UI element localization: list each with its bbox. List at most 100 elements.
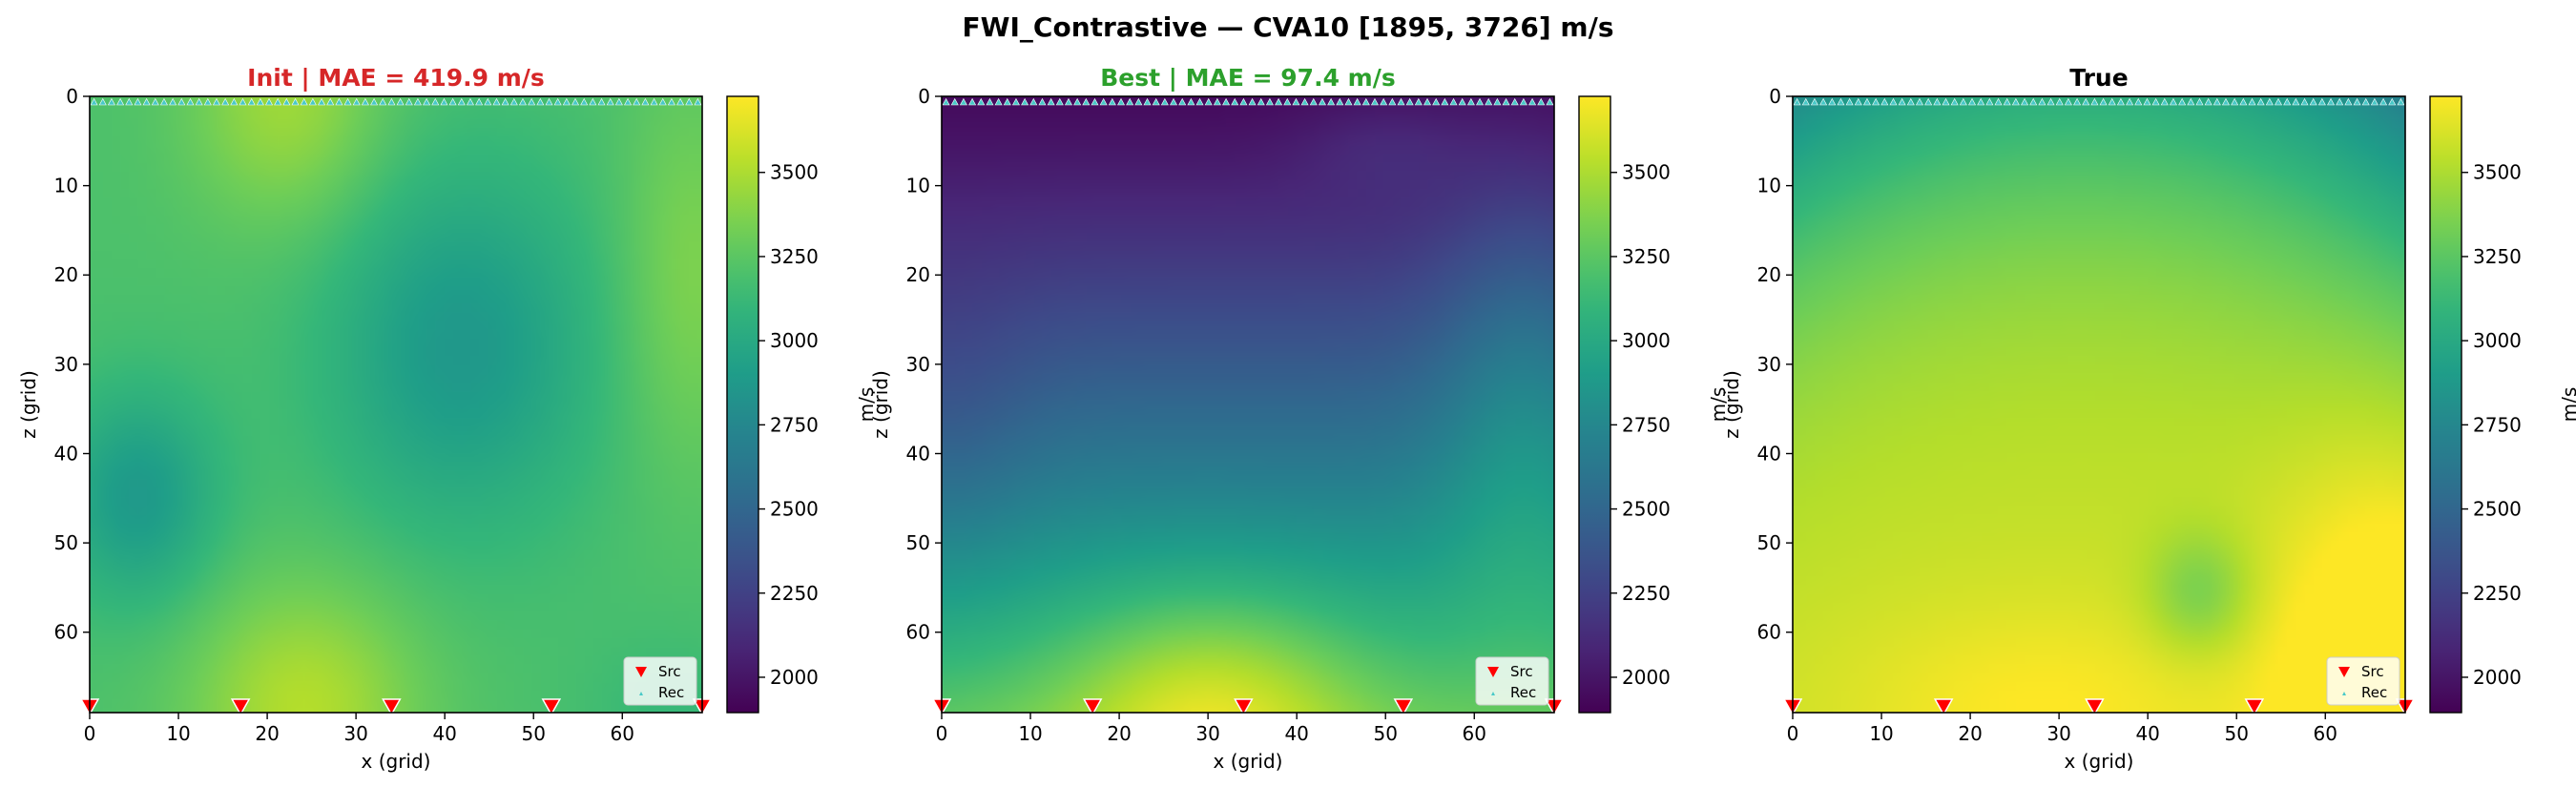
receiver-marker — [650, 97, 658, 106]
colorbar-tick-label: 3250 — [2473, 245, 2522, 268]
x-axis-label: x (grid) — [362, 750, 431, 773]
receiver-marker — [2379, 97, 2388, 106]
receiver-marker — [986, 97, 994, 106]
receiver-marker — [501, 97, 509, 106]
source-marker — [1082, 698, 1103, 716]
x-tick-label: 10 — [1869, 722, 1893, 745]
receiver-marker — [1160, 97, 1169, 106]
receiver-marker — [2021, 97, 2029, 106]
receiver-marker — [562, 97, 571, 106]
y-tick-label: 0 — [918, 85, 930, 108]
colorbar — [2429, 95, 2462, 714]
receiver-marker — [545, 97, 553, 106]
receiver-marker — [667, 97, 675, 106]
colorbar-tick-label: 2750 — [1622, 413, 1671, 436]
receiver-marker — [1898, 97, 1906, 106]
receiver-marker — [536, 97, 545, 106]
receiver-marker — [1977, 97, 1985, 106]
source-marker — [1393, 698, 1414, 716]
receiver-marker — [624, 97, 633, 106]
receiver-marker — [509, 97, 518, 106]
receiver-marker — [1872, 97, 1880, 106]
receiver-marker — [107, 97, 115, 106]
receiver-marker — [1810, 97, 1818, 106]
legend-rec-marker — [2342, 692, 2346, 695]
receiver-marker — [1793, 97, 1801, 106]
x-tick-label: 60 — [2314, 722, 2337, 745]
y-tick-label: 50 — [54, 531, 78, 554]
y-axis-label: z (grid) — [869, 370, 892, 439]
receiver-marker — [1546, 97, 1554, 106]
colorbar-tick-label: 2000 — [2473, 666, 2522, 689]
receiver-marker — [1915, 97, 1923, 106]
panel-title: Best | MAE = 97.4 m/s — [1100, 64, 1396, 92]
receiver-marker — [2064, 97, 2072, 106]
x-tick-label: 20 — [1958, 722, 1982, 745]
colorbar-tick-label: 2500 — [770, 498, 819, 521]
receiver-marker — [1073, 97, 1082, 106]
receiver-marker — [177, 97, 186, 106]
receiver-marker — [1213, 97, 1221, 106]
velocity-heatmap — [1793, 96, 2405, 713]
receiver-marker — [1239, 97, 1248, 106]
receiver-marker — [1187, 97, 1195, 106]
receiver-marker — [968, 97, 977, 106]
receiver-marker — [1405, 97, 1414, 106]
receiver-marker — [2169, 97, 2177, 106]
x-tick-label: 60 — [1463, 722, 1486, 745]
colorbar — [726, 95, 759, 714]
receiver-marker — [1959, 97, 1967, 106]
receiver-marker — [1801, 97, 1810, 106]
x-tick-label: 40 — [1284, 722, 1308, 745]
colorbar-tick-label: 3000 — [1622, 329, 1671, 352]
colorbar-tick-label: 2750 — [2473, 413, 2522, 436]
panels: 0 10 20 30 40 50 60 0 10 20 30 40 50 60 x (grid) z (gri… — [17, 64, 2576, 773]
y-tick-label: 20 — [54, 263, 78, 286]
receiver-marker — [475, 97, 484, 106]
receiver-marker — [2029, 97, 2038, 106]
receiver-marker — [221, 97, 230, 106]
x-tick-label: 50 — [2224, 722, 2248, 745]
receiver-marker — [1309, 97, 1318, 106]
x-tick-label: 10 — [1018, 722, 1042, 745]
receiver-marker — [1152, 97, 1160, 106]
sources — [79, 698, 713, 716]
panel-title: True — [2069, 64, 2128, 92]
receiver-marker — [1292, 97, 1300, 106]
receiver-marker — [440, 97, 448, 106]
y-tick-label: 20 — [1757, 263, 1781, 286]
legend-rec-marker — [639, 692, 643, 695]
receiver-marker — [1485, 97, 1493, 106]
axes-frame — [89, 95, 703, 714]
axes-frame — [941, 95, 1555, 714]
receiver-marker — [116, 97, 125, 106]
source-marker — [382, 698, 402, 716]
receiver-marker — [1231, 97, 1239, 106]
y-tick-label: 50 — [1757, 531, 1781, 554]
y-axis-label: z (grid) — [17, 370, 40, 439]
receiver-marker — [942, 97, 950, 106]
receiver-marker — [2370, 97, 2379, 106]
y-tick-label: 50 — [906, 531, 930, 554]
receiver-marker — [1091, 97, 1099, 106]
receiver-marker — [633, 97, 641, 106]
receiver-marker — [308, 97, 317, 106]
receiver-marker — [1837, 97, 1845, 106]
y-tick-label: 20 — [906, 263, 930, 286]
receiver-marker — [2300, 97, 2309, 106]
panel-0: 0 10 20 30 40 50 60 0 10 20 30 40 50 60 x (grid) z (gri… — [17, 64, 878, 773]
legend-src-label: Src — [2361, 663, 2384, 680]
receiver-marker — [282, 97, 291, 106]
y-tick-label: 60 — [1757, 621, 1781, 644]
receiver-marker — [1336, 97, 1344, 106]
receiver-marker — [2317, 97, 2326, 106]
receiver-marker — [1942, 97, 1950, 106]
receiver-marker — [1275, 97, 1283, 106]
receiver-marker — [2309, 97, 2317, 106]
receiver-marker — [361, 97, 369, 106]
x-tick-label: 0 — [936, 722, 948, 745]
legend-src-marker — [635, 667, 647, 677]
receiver-marker — [1055, 97, 1064, 106]
colorbar-tick-label: 3250 — [1622, 245, 1671, 268]
y-tick-label: 0 — [1769, 85, 1781, 108]
